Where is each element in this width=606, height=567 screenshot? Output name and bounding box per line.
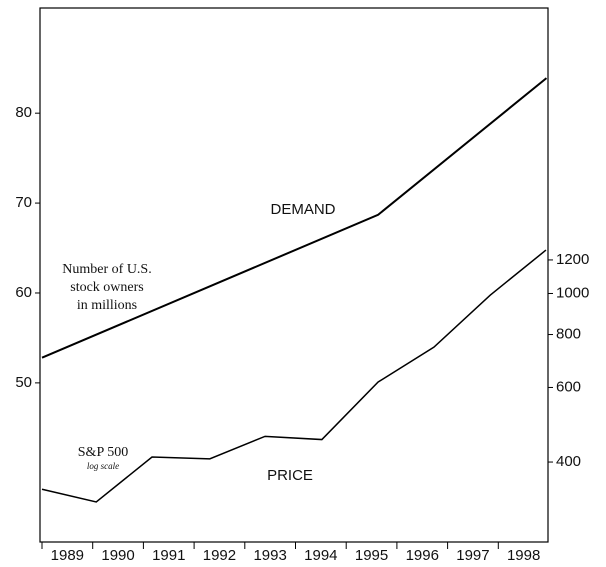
x-tick-label: 1997: [456, 547, 489, 564]
series-line: [41, 249, 547, 503]
x-tick-label: 1990: [101, 547, 134, 564]
annotation: PRICE: [267, 467, 313, 484]
y-tick-label: 80: [15, 104, 32, 121]
y2-tick-label: 1000: [556, 284, 589, 301]
annotation: log scale: [87, 461, 119, 471]
x-tick-label: 1994: [304, 547, 337, 564]
annotation: in millions: [77, 298, 137, 313]
annotation: stock owners: [70, 280, 144, 295]
series-line: [41, 77, 548, 359]
x-tick-label: 1992: [203, 547, 236, 564]
y-tick-label: 60: [15, 284, 32, 301]
y2-tick-label: 600: [556, 378, 581, 395]
x-tick-label: 1989: [51, 547, 84, 564]
annotation: S&P 500: [78, 445, 128, 460]
x-tick-label: 1995: [355, 547, 388, 564]
x-tick-label: 1998: [507, 547, 540, 564]
x-tick-label: 1996: [406, 547, 439, 564]
y-tick-label: 70: [15, 194, 32, 211]
annotation: DEMAND: [270, 201, 335, 218]
annotation: Number of U.S.: [62, 262, 151, 277]
y2-tick-label: 1200: [556, 251, 589, 268]
plot-frame: [39, 7, 549, 543]
y-tick-label: 50: [15, 374, 32, 391]
x-tick-label: 1991: [152, 547, 185, 564]
y2-tick-label: 800: [556, 325, 581, 342]
x-tick-label: 1993: [253, 547, 286, 564]
y2-tick-label: 400: [556, 453, 581, 470]
